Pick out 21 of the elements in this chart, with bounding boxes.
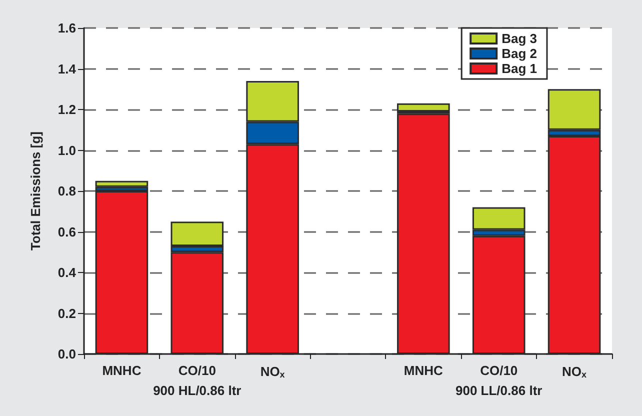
y-tick-label: 1.4 <box>58 61 77 76</box>
y-tick-label: 0.6 <box>58 224 76 240</box>
y-tick-label: 1.0 <box>58 142 76 158</box>
y-tick-label: 0.0 <box>58 346 76 362</box>
text: 900 LL/0.86 ltr <box>456 383 542 398</box>
x-tick-label: CO/10 <box>480 363 518 378</box>
x-tick-label: MNHC <box>102 363 142 378</box>
y-tick-label: 0.8 <box>58 184 76 198</box>
x-tick-label: CO/10 <box>178 363 216 378</box>
y-tick-label: 1.2 <box>58 102 76 117</box>
y-tick-label: 0.2 <box>58 306 76 321</box>
y-axis-title: Total Emissions [g] <box>28 132 43 250</box>
y-tick-label: 1.6 <box>58 20 76 36</box>
y-tick-label: 0.4 <box>58 265 77 280</box>
text: 900 HL/0.86 ltr <box>153 383 242 398</box>
bar <box>95 180 148 187</box>
x-tick-label: MNHC <box>404 363 444 378</box>
legend-label: Bag 2 <box>502 46 538 61</box>
legend-label: Bag 3 <box>502 31 538 46</box>
bar <box>397 103 450 112</box>
legend-label: Bag 1 <box>502 61 538 76</box>
